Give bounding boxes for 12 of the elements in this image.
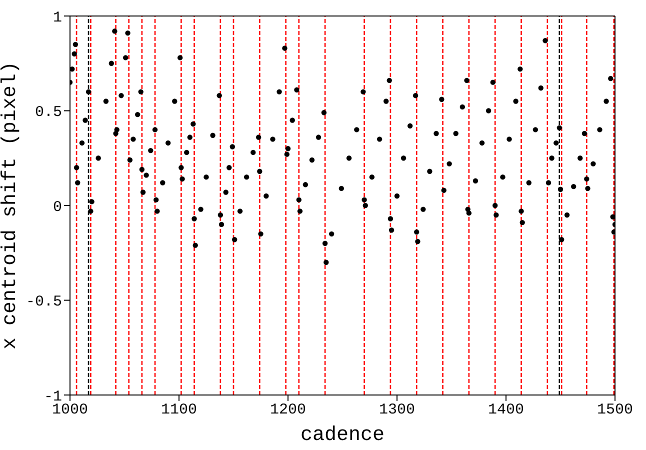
y-tick-label: -0.5 <box>26 294 62 311</box>
x-tick-label: 1400 <box>488 402 524 419</box>
y-tick-label: 1 <box>52 9 62 26</box>
y-tick-label: 0 <box>52 198 62 216</box>
x-axis-title: cadence <box>300 424 385 447</box>
x-tick-label: 1000 <box>52 402 88 419</box>
x-tick-label: 1300 <box>378 402 416 419</box>
y-axis-title: x centroid shift (pixel) <box>0 61 22 350</box>
x-tick-label: 1100 <box>160 402 198 419</box>
y-tick-label: 0.5 <box>34 104 62 122</box>
x-tick-label: 1500 <box>596 402 634 419</box>
x-tick-label: 1200 <box>270 402 306 419</box>
